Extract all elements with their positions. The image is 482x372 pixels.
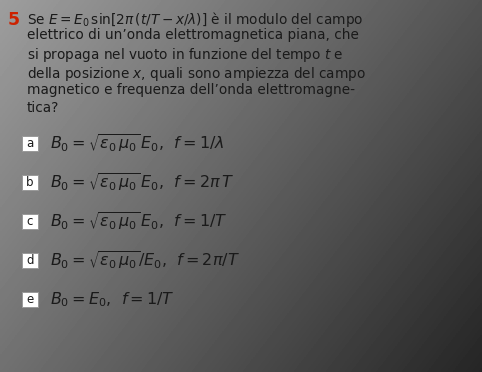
Text: 5: 5 — [8, 11, 20, 29]
FancyBboxPatch shape — [22, 136, 38, 151]
Text: magnetico e frequenza dell’onda elettromagne-: magnetico e frequenza dell’onda elettrom… — [27, 83, 355, 97]
FancyBboxPatch shape — [22, 214, 38, 229]
Text: elettrico di un’onda elettromagnetica piana, che: elettrico di un’onda elettromagnetica pi… — [27, 28, 359, 42]
Text: $B_0 = \sqrt{\varepsilon_0\,\mu_0}\,E_0$,  $f = 2\pi\,T$: $B_0 = \sqrt{\varepsilon_0\,\mu_0}\,E_0$… — [50, 171, 234, 193]
Text: si propaga nel vuoto in funzione del tempo $t$ e: si propaga nel vuoto in funzione del tem… — [27, 46, 344, 64]
Text: b: b — [26, 176, 34, 189]
Text: e: e — [27, 293, 34, 306]
Text: a: a — [27, 137, 34, 150]
Text: $B_0 = \sqrt{\varepsilon_0\,\mu_0}/E_0$,  $f = 2\pi/T$: $B_0 = \sqrt{\varepsilon_0\,\mu_0}/E_0$,… — [50, 250, 240, 272]
Text: d: d — [26, 254, 34, 267]
Text: $B_0 = E_0$,  $f = 1/T$: $B_0 = E_0$, $f = 1/T$ — [50, 290, 175, 309]
FancyBboxPatch shape — [22, 253, 38, 268]
FancyBboxPatch shape — [22, 292, 38, 307]
Text: Se $E = E_0\,\sin[2\pi\,(t/T - x/\lambda)]$ è il modulo del campo: Se $E = E_0\,\sin[2\pi\,(t/T - x/\lambda… — [27, 10, 363, 29]
Text: $B_0 = \sqrt{\varepsilon_0\,\mu_0}\,E_0$,  $f = 1/\lambda$: $B_0 = \sqrt{\varepsilon_0\,\mu_0}\,E_0$… — [50, 132, 225, 154]
Text: $B_0 = \sqrt{\varepsilon_0\,\mu_0}\,E_0$,  $f = 1/T$: $B_0 = \sqrt{\varepsilon_0\,\mu_0}\,E_0$… — [50, 211, 228, 232]
FancyBboxPatch shape — [22, 175, 38, 190]
Text: della posizione $x$, quali sono ampiezza del campo: della posizione $x$, quali sono ampiezza… — [27, 65, 366, 83]
Text: tica?: tica? — [27, 101, 59, 115]
Text: c: c — [27, 215, 33, 228]
